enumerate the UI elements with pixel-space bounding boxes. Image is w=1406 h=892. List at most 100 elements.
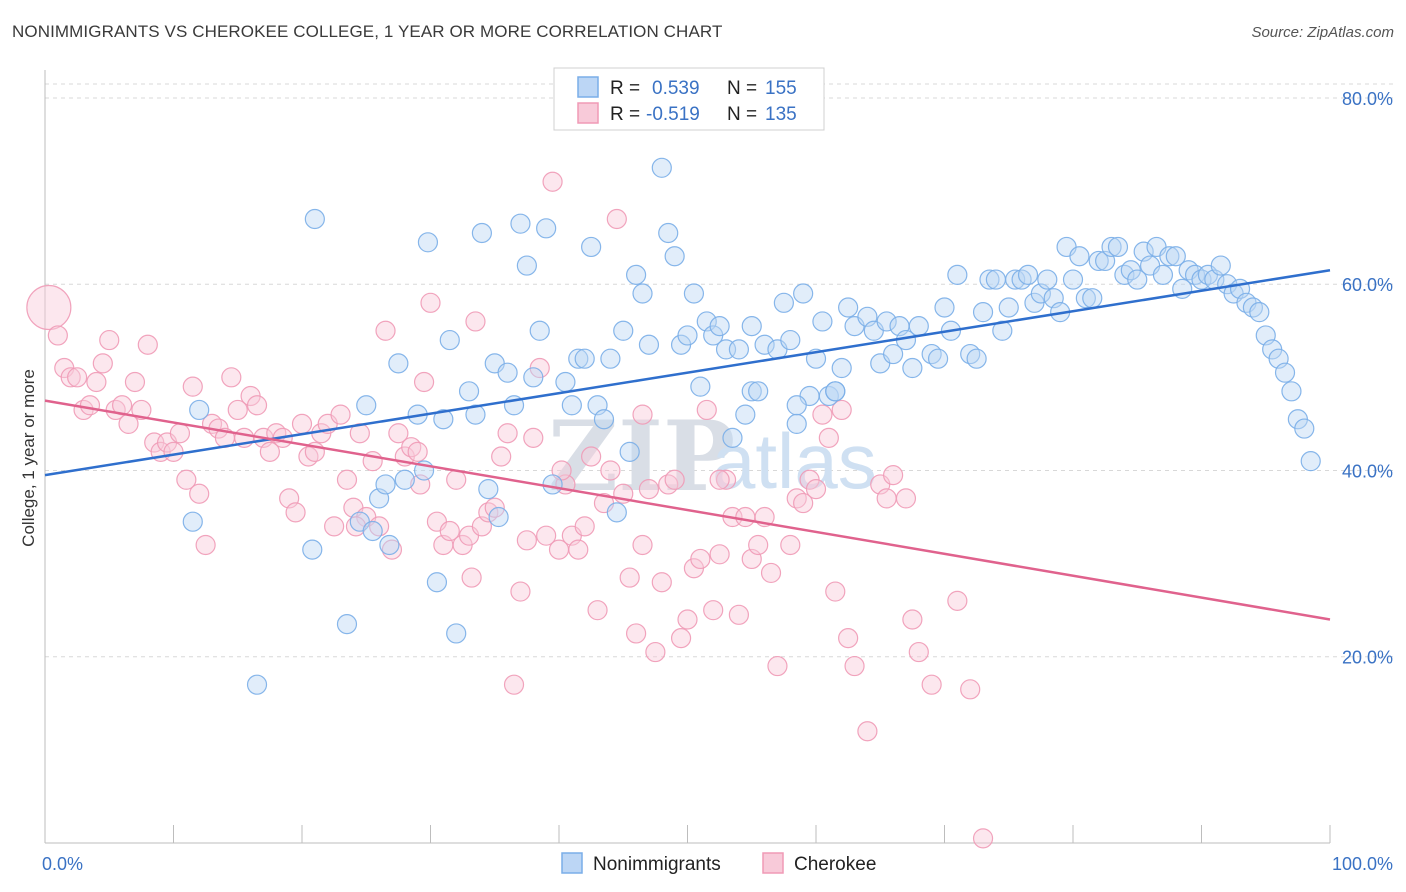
cherokee-point [246,395,268,416]
nonimmigrants-point [497,362,518,383]
cherokee-point [26,284,72,331]
legend-n-label-2: N = [727,104,757,125]
cherokee-point [831,399,852,421]
nonimmigrants-point [433,409,454,430]
nonimmigrants-point [426,572,448,593]
cherokee-point [709,469,730,490]
nonimmigrants-point [536,218,557,239]
nonimmigrants-point [773,292,794,313]
cherokee-point [86,371,107,393]
nonimmigrants-point [664,246,685,267]
cherokee-point [137,334,158,355]
nonimmigrants-point [388,353,409,374]
cherokee-point [542,171,563,192]
cherokee-point [760,562,782,584]
x-tick-label-min: 0.0% [42,854,83,874]
source-label: Source: ZipAtlas.com [1251,24,1394,41]
nonimmigrants-point [947,264,968,285]
nonimmigrants-point [1249,302,1270,323]
x-tick-label-max: 100.0% [1332,854,1393,874]
nonimmigrants-point [1274,362,1296,383]
cherokee-point [632,534,653,556]
nonimmigrants-point [439,329,460,351]
nonimmigrants-point [677,325,698,346]
nonimmigrants-point [362,520,383,542]
nonimmigrants-point [825,381,846,402]
nonimmigrants-point [1294,418,1315,439]
cherokee-point [735,506,756,528]
cherokee-point [330,404,351,425]
nonimmigrants-point [902,357,923,379]
cherokee-point [574,516,595,537]
nonimmigrants-point [651,157,672,178]
nonimmigrants-point [574,348,595,369]
cherokee-point [600,460,621,481]
correlation-legend: R = 0.539 N = 155 R = -0.519 N = 135 [553,67,825,131]
cherokee-point [131,399,152,421]
nonimmigrants-point [735,404,756,425]
nonimmigrants-point [516,255,537,276]
cherokee-point [446,469,467,490]
cherokee-point [497,423,518,444]
cherokee-point [99,329,120,351]
chart-title: NONIMMIGRANTS VS CHEROKEE COLLEGE, 1 YEA… [12,22,723,41]
cherokee-point [407,441,428,462]
cherokee-point [812,404,833,425]
nonimmigrants-point [1107,236,1129,258]
cherokee-point [523,427,544,448]
nonimmigrants-point [581,236,602,258]
cherokee-point [336,469,358,490]
cherokee-point [189,483,210,504]
nonimmigrants-point [478,478,499,500]
legend-box [553,67,825,131]
cherokee-point [857,721,878,742]
cherokee-point [805,478,827,500]
legend-swatch-blue [577,76,599,98]
cherokee-point [606,208,627,230]
nonimmigrants-point [593,409,615,430]
cherokee-point [510,581,531,602]
nonimmigrants-point [831,357,852,379]
y-tick-label-3: 80.0% [1342,89,1393,109]
nonimmigrants-point [934,297,955,318]
cherokee-point [375,320,396,341]
nonimmigrants-point [379,534,400,556]
grid-lines [45,83,1393,658]
nonimmigrants-point [356,395,377,416]
cherokee-point [703,600,724,621]
nonimmigrants-point [876,311,897,332]
cherokee-point [728,604,750,625]
nonimmigrants-point [613,320,634,341]
nonimmigrants-point [523,367,544,388]
cherokee-point [902,609,923,630]
nonimmigrants-point [1165,246,1186,267]
y-tick-label-2: 60.0% [1342,275,1393,295]
series-swatch-nonimmigrants [561,852,583,874]
cherokee-point [324,516,345,537]
nonimmigrants-point [1037,269,1058,290]
cherokee-points [26,171,994,849]
cherokee-point [47,325,68,346]
nonimmigrants-point [1017,264,1039,285]
nonimmigrants-point [998,297,1019,318]
cherokee-point [568,539,589,560]
cherokee-point [844,655,865,677]
nonimmigrants-point [1075,288,1096,309]
nonimmigrants-point [728,339,750,360]
cherokee-point [439,520,460,542]
legend-swatch-pink [577,102,599,124]
nonimmigrants-point [838,297,859,318]
nonimmigrants-point [683,283,705,304]
cherokee-point [503,674,525,695]
nonimmigrants-point [465,404,486,425]
cherokee-point [780,534,801,556]
cherokee-point [60,367,81,388]
cherokee-point [876,488,897,509]
nonimmigrants-point [722,427,743,448]
y-tick-label-0: 20.0% [1342,648,1393,668]
nonimmigrants-point [741,381,762,402]
nonimmigrants-point [336,614,358,635]
nonimmigrants-point [632,283,653,304]
cherokee-point [793,492,814,514]
cherokee-point [79,395,101,416]
